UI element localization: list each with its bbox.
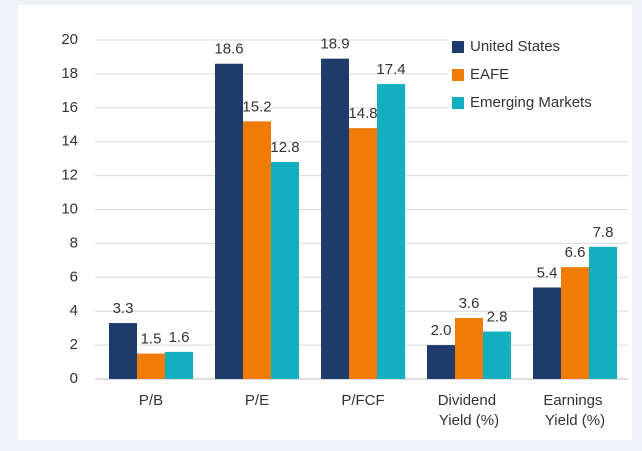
y-tick-label: 0 (70, 370, 78, 387)
bar (427, 345, 455, 379)
legend-label: EAFE (470, 66, 509, 83)
y-tick-label: 10 (61, 200, 78, 217)
legend-box (448, 33, 628, 129)
y-tick-label: 6 (70, 268, 78, 285)
legend-label: United States (470, 38, 560, 55)
bar (349, 128, 377, 379)
data-label: 12.8 (270, 139, 299, 156)
legend-swatch (452, 41, 464, 53)
y-tick-label: 20 (61, 31, 78, 48)
data-label: 7.8 (593, 224, 614, 241)
data-label: 17.4 (376, 61, 405, 78)
y-tick-label: 18 (61, 65, 78, 82)
data-label: 6.6 (565, 244, 586, 261)
y-tick-label: 14 (61, 133, 78, 150)
data-label: 15.2 (242, 98, 271, 115)
data-label: 1.5 (141, 331, 162, 348)
x-tick-label: P/E (245, 392, 269, 409)
bar (243, 121, 271, 380)
bar (109, 323, 137, 379)
bar (455, 317, 483, 379)
bar (165, 351, 193, 379)
bar (137, 353, 165, 379)
bar (561, 267, 589, 379)
data-label: 5.4 (537, 264, 558, 281)
data-label: 3.3 (113, 300, 134, 317)
bar (215, 63, 243, 379)
data-label: 2.0 (431, 322, 452, 339)
bar (533, 287, 561, 379)
bar (271, 162, 299, 379)
y-tick-label: 2 (70, 336, 78, 353)
x-tick-label: P/FCF (341, 392, 384, 409)
y-tick-label: 16 (61, 99, 78, 116)
legend-swatch (452, 97, 464, 109)
x-tick-label: Earnings Yield (%) (543, 392, 606, 429)
legend-swatch (452, 69, 464, 81)
data-label: 18.6 (214, 41, 243, 58)
data-label: 1.6 (169, 329, 190, 346)
y-tick-label: 12 (61, 167, 78, 184)
bar (589, 246, 617, 379)
data-label: 18.9 (320, 36, 349, 53)
bar (321, 58, 349, 380)
x-tick-label: P/B (139, 392, 163, 409)
legend-label: Emerging Markets (470, 94, 592, 111)
data-label: 14.8 (348, 105, 377, 122)
data-label: 3.6 (459, 295, 480, 312)
data-label: 2.8 (487, 309, 508, 326)
y-tick-label: 8 (70, 234, 78, 251)
bar (483, 331, 511, 379)
bar (377, 84, 405, 379)
x-tick-label: Dividend Yield (%) (438, 392, 501, 429)
y-tick-label: 4 (70, 302, 78, 319)
